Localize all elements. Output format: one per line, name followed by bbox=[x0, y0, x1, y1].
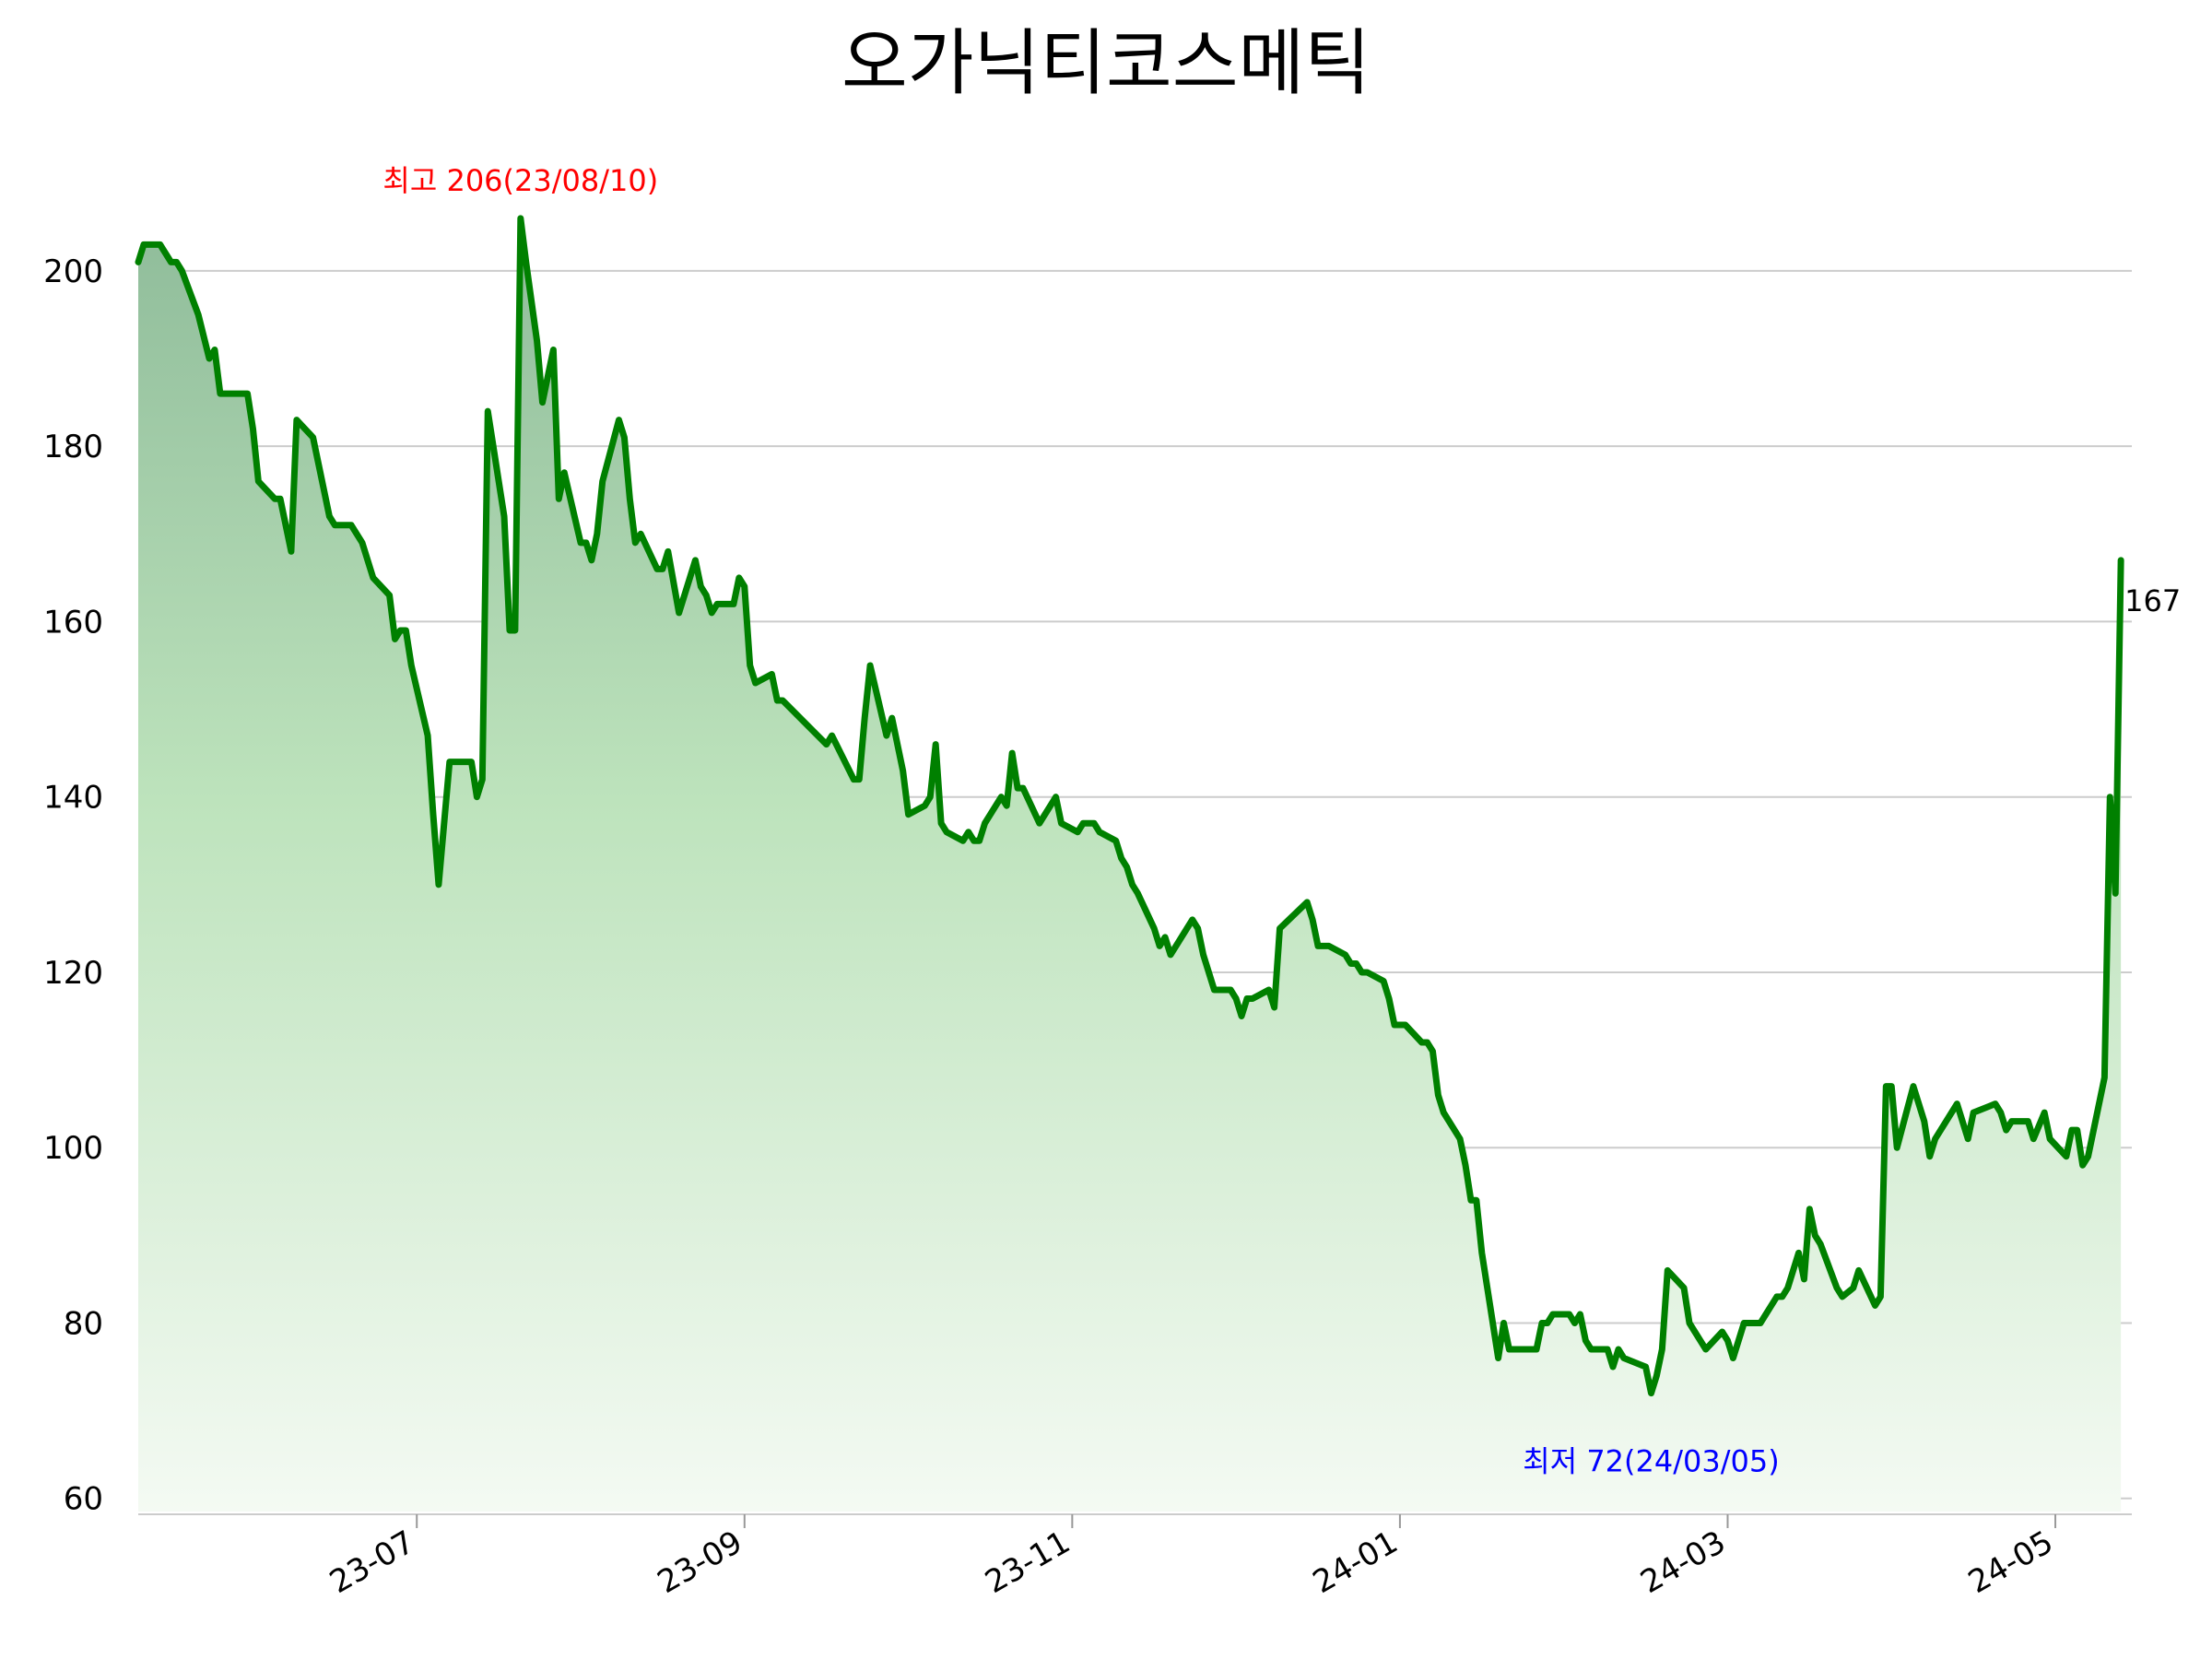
xtick-label-24-05: 24-05 bbox=[1962, 1524, 2060, 1601]
chart-title: 오가닉티코스메틱 bbox=[841, 22, 1371, 105]
min-price-label: 최저 72(24/03/05) bbox=[1523, 1444, 1779, 1479]
ytick-label-80: 80 bbox=[64, 1305, 103, 1342]
price-line bbox=[135, 215, 2124, 1397]
x-axis-ticks: 23-07 23-09 23-11 24-01 24-03 24-05 bbox=[324, 1514, 2060, 1601]
xtick-label-24-01: 24-01 bbox=[1307, 1524, 1405, 1601]
ytick-label-160: 160 bbox=[43, 604, 103, 641]
xtick-label-23-09: 23-09 bbox=[652, 1524, 749, 1601]
ytick-label-200: 200 bbox=[43, 253, 103, 290]
xtick-label-23-07: 23-07 bbox=[324, 1524, 421, 1601]
xtick-label-23-11: 23-11 bbox=[979, 1524, 1077, 1601]
ytick-label-140: 140 bbox=[43, 780, 103, 817]
ytick-label-120: 120 bbox=[43, 955, 103, 992]
xtick-label-24-03: 24-03 bbox=[1634, 1524, 1732, 1601]
ytick-label-100: 100 bbox=[43, 1130, 103, 1167]
y-axis-ticks: 60 80 100 120 140 160 180 200 bbox=[43, 253, 103, 1518]
annotation-layer: 최고 206(23/08/10) 최저 72(24/03/05) 167 bbox=[382, 163, 2181, 1479]
max-price-label: 최고 206(23/08/10) bbox=[382, 163, 658, 198]
ytick-label-180: 180 bbox=[43, 429, 103, 465]
last-price-label: 167 bbox=[2124, 583, 2181, 618]
area-layer bbox=[135, 215, 2124, 1512]
ytick-label-60: 60 bbox=[64, 1481, 103, 1518]
